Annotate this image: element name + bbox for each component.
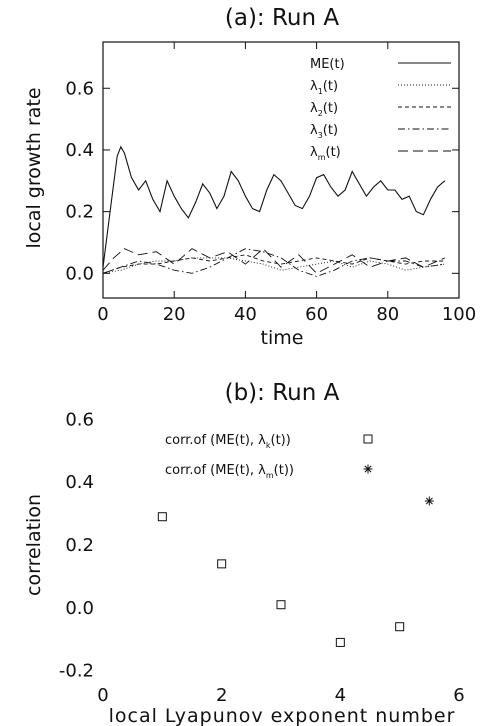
panel-a-xlabel: time xyxy=(261,327,304,349)
panel-a-ytick-label: 0.4 xyxy=(65,140,94,161)
panel-a-ticks: 0 20 40 60 80 100 0.0 0.2 0.4 0.6 xyxy=(65,42,476,325)
panel-a-xtick-label: 20 xyxy=(163,304,186,325)
panel-a-series-line-0 xyxy=(102,145,446,268)
panel-b-plot-frame xyxy=(103,413,459,677)
panel-b-ylabel: correlation xyxy=(23,494,45,596)
panel-a-xtick-label: 0 xyxy=(97,304,108,325)
panel-a-legend-label: λ3(t) xyxy=(310,123,338,140)
panel-a-series-line-3 xyxy=(102,248,445,277)
panel-a-xtick-label: 40 xyxy=(234,304,257,325)
panel-b-xtick-label: 6 xyxy=(453,685,464,706)
panel-b-point-0-2 xyxy=(276,600,286,610)
panel-b-legend-label: corr.of (ME(t), λk(t)) xyxy=(165,433,291,450)
panel-a-ylabel: local growth rate xyxy=(23,87,45,248)
panel-a-series-line-4 xyxy=(102,248,445,274)
panel-b-point-0-0 xyxy=(157,512,167,522)
panel-a: (a): Run A 0 20 40 60 80 100 0.0 0.2 0.4 0.6 ME(t… xyxy=(23,5,476,349)
panel-b: (b): Run A 0 2 4 6 -0.2 0.0 0.2 0.4 0.6 corr.of … xyxy=(23,380,465,726)
panel-b-legend: corr.of (ME(t), λk(t)) corr.of (ME(t), λm… xyxy=(165,433,373,480)
panel-a-ytick-label: 0.0 xyxy=(65,263,94,284)
panel-b-point-0-1 xyxy=(217,559,227,569)
panel-b-ytick-label: 0.6 xyxy=(65,409,94,430)
panel-a-legend-label: ME(t) xyxy=(310,57,345,72)
panel-a-ytick-label: 0.6 xyxy=(65,78,94,99)
panel-b-point-1-0 xyxy=(424,496,434,506)
panel-a-xtick-label: 60 xyxy=(305,304,328,325)
panel-b-ytick-label: 0.0 xyxy=(65,598,94,619)
panel-b-ticks: 0 2 4 6 -0.2 0.0 0.2 0.4 0.6 xyxy=(59,409,465,706)
panel-a-title: (a): Run A xyxy=(225,5,340,31)
panel-b-legend-label: corr.of (ME(t), λm(t)) xyxy=(165,463,294,480)
panel-b-xtick-label: 2 xyxy=(216,685,227,706)
panel-b-xlabel: local Lyapunov exponent number xyxy=(109,705,456,726)
panel-a-series xyxy=(102,145,446,277)
panel-a-series-line-1 xyxy=(102,257,445,274)
panel-b-ytick-label: -0.2 xyxy=(59,661,94,682)
panel-a-legend-label: λ1(t) xyxy=(310,79,338,96)
panel-b-title: (b): Run A xyxy=(225,380,340,406)
panel-a-xtick-label: 80 xyxy=(376,304,399,325)
panel-b-legend-square-marker xyxy=(363,434,373,444)
panel-b-legend-asterisk-marker xyxy=(363,464,373,474)
panel-a-legend: ME(t) λ1(t) λ2(t) λ3(t) λm(t) xyxy=(310,57,451,162)
panel-b-xtick-label: 4 xyxy=(335,685,346,706)
panel-b-point-0-4 xyxy=(395,622,405,632)
panel-a-xtick-label: 100 xyxy=(442,304,476,325)
panel-b-points xyxy=(157,496,434,647)
panel-a-ytick-label: 0.2 xyxy=(65,202,94,223)
panel-b-ytick-label: 0.4 xyxy=(65,472,94,493)
panel-b-xtick-label: 0 xyxy=(97,685,108,706)
panel-b-point-0-3 xyxy=(335,637,345,647)
panel-a-plot-frame xyxy=(102,41,460,299)
panel-a-legend-label: λ2(t) xyxy=(310,101,338,118)
panel-b-ytick-label: 0.2 xyxy=(65,535,94,556)
panel-a-legend-label: λm(t) xyxy=(310,145,341,162)
